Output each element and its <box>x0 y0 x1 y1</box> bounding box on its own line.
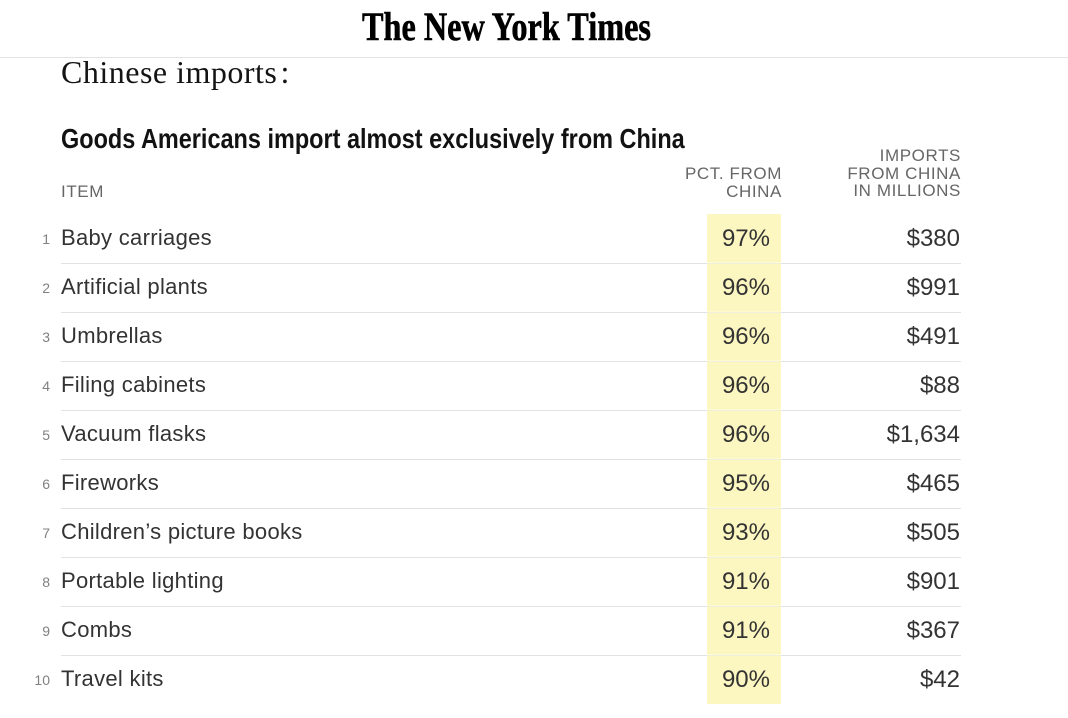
svg-text:The New York Times: The New York Times <box>362 4 651 49</box>
